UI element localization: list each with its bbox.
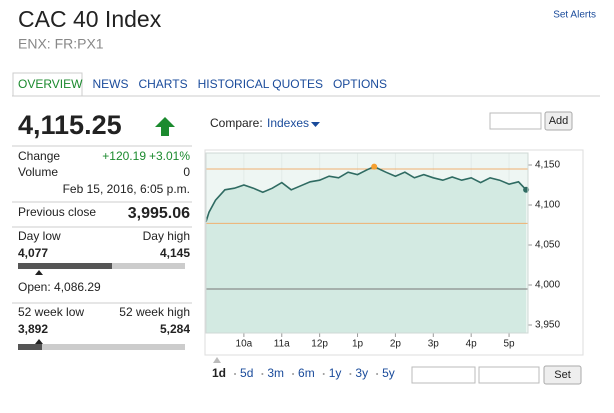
x-tick-label: 11a [274,339,290,350]
day-high: 4,145 [160,246,190,260]
change: +120.19 [102,149,146,163]
high-marker [371,163,378,170]
tab[interactable]: OPTIONS [333,77,387,91]
range-option[interactable]: 1d [212,366,226,380]
separator [234,373,237,375]
range-option[interactable]: 3m [267,366,284,380]
range-option[interactable]: 5y [382,366,395,380]
label: Change [18,149,60,163]
separator [376,373,379,375]
week52-low: 3,892 [18,322,48,336]
label: 52 week low [18,305,84,319]
area [206,166,527,333]
compare-input[interactable] [489,112,542,130]
x-tick-label: 4p [466,339,478,350]
y-tick-label: 4,050 [535,240,560,251]
label: Previous close [18,205,96,219]
tab[interactable]: CHARTS [138,77,187,91]
price: 4,115.25 [18,110,122,140]
open: Open: 4,086.29 [18,280,101,294]
label: Day high [143,229,190,243]
y-tick-label: 4,100 [535,200,560,211]
y-tick-label: 3,950 [535,320,560,331]
x-tick-label: 5p [503,339,515,350]
x-tick-label: 10a [236,339,253,350]
range-fill [18,344,42,350]
active-tab [12,72,83,97]
y-tick-label: 4,000 [535,280,560,291]
price-line [205,165,527,223]
separator [261,373,264,375]
x-tick-label: 2p [390,339,402,350]
range-option[interactable]: 5d [240,366,253,380]
tab[interactable]: HISTORICAL QUOTES [198,77,323,91]
label: Day low [18,229,61,243]
label: 52 week high [119,305,190,319]
date-input[interactable] [411,366,476,384]
range-option[interactable]: 1y [329,366,342,380]
compare-select[interactable]: Indexes [267,116,309,130]
x-tick-label: 3p [428,339,440,350]
add-button[interactable] [544,111,573,131]
date-input[interactable] [478,366,540,384]
title: CAC 40 Index [18,6,162,32]
up-arrow [155,117,175,136]
separator [349,373,352,375]
set-button[interactable] [543,365,582,385]
separator [292,373,295,375]
change-pct: +3.01% [149,149,190,163]
range-option[interactable]: 6m [298,366,315,380]
label: Volume [18,165,58,179]
prev-close: 3,995.06 [128,205,190,222]
range-option[interactable]: 3y [355,366,368,380]
range-marker [35,270,43,275]
plot-border [205,152,529,334]
scroll-handle[interactable] [213,357,221,363]
tab[interactable]: NEWS [92,77,128,91]
compare-label: Compare: [210,116,263,130]
volume: 0 [183,165,190,179]
set-button-label[interactable]: Set [554,369,571,381]
day-low: 4,077 [18,246,48,260]
week52-high: 5,284 [160,322,190,336]
separator [322,373,325,375]
range-marker [35,339,43,344]
chart-frame [204,149,584,356]
set-alerts[interactable]: Set Alerts [553,10,596,21]
y-tick-label: 4,150 [535,160,560,171]
range-bar [18,344,185,350]
symbol: ENX: FR:PX1 [18,36,104,52]
tab[interactable]: OVERVIEW [18,77,83,91]
dropdown-arrow[interactable] [311,122,320,127]
timestamp: Feb 15, 2016, 6:05 p.m. [63,182,190,196]
x-tick-label: 12p [311,339,328,350]
add-button-label[interactable]: Add [549,115,569,127]
x-tick-label: 1p [352,339,364,350]
range-fill [18,263,112,269]
